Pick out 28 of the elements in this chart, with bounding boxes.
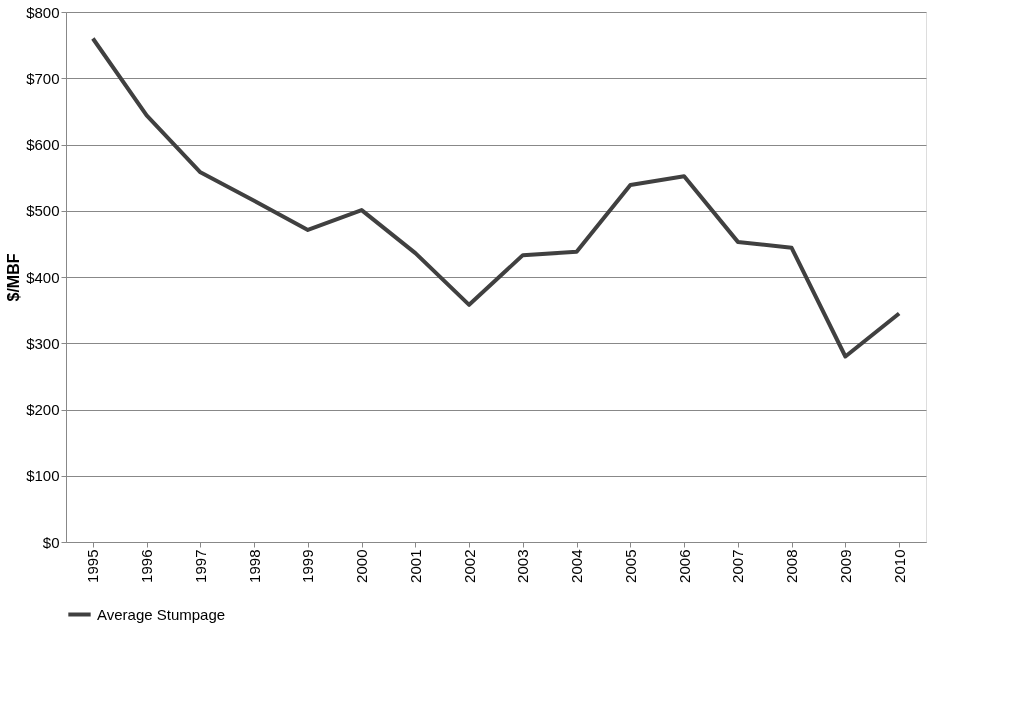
y-tick-label: $800	[26, 3, 60, 21]
x-tick-label: 1996	[138, 549, 156, 583]
x-tick-label: 2003	[514, 549, 532, 583]
x-tick-label: 1999	[299, 549, 317, 583]
x-tick-label: 2005	[621, 549, 639, 583]
x-tick-label: 2006	[675, 549, 693, 583]
y-tick-label: $200	[26, 401, 60, 418]
x-tick-label: 2007	[729, 549, 747, 583]
y-tick-label: $300	[26, 334, 60, 352]
legend-label: Average Stumpage	[97, 605, 226, 623]
x-tick-label: 2008	[783, 549, 801, 583]
x-tick-label: 2009	[836, 549, 854, 583]
x-tick-label: 1998	[245, 549, 263, 583]
x-tick-label: 2000	[353, 549, 371, 583]
x-tick-label: 2002	[460, 549, 478, 583]
y-tick-label: $0	[42, 533, 60, 551]
y-tick-label: $400	[26, 268, 60, 286]
y-tick-label: $100	[26, 467, 60, 485]
y-tick-label: $600	[26, 136, 60, 153]
x-tick-label: 2001	[406, 549, 424, 583]
y-tick-label: $700	[26, 69, 60, 87]
x-tick-label: 1995	[84, 549, 102, 583]
line-series	[90, 36, 902, 359]
x-tick-label: 2004	[568, 549, 586, 583]
y-axis-title: $/MBF	[5, 253, 23, 302]
y-tick-label: $500	[26, 202, 60, 220]
x-tick-label: 2010	[890, 549, 908, 583]
x-tick-label: 1997	[191, 549, 209, 583]
